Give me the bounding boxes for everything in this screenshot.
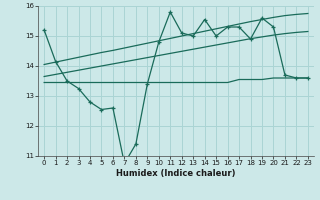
X-axis label: Humidex (Indice chaleur): Humidex (Indice chaleur) (116, 169, 236, 178)
